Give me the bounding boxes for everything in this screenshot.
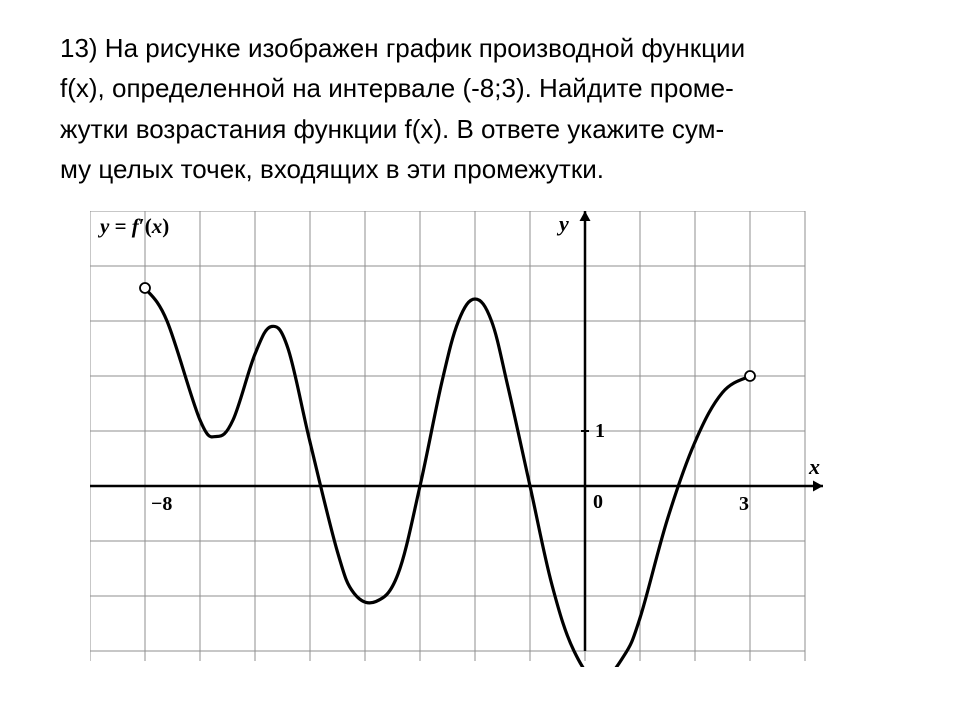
problem-line-4: му целых точек, входящих в эти промежутк… — [60, 149, 900, 189]
chart-svg: y = f′(x)yx01−83 — [90, 211, 845, 667]
derivative-chart: y = f′(x)yx01−83 — [90, 211, 900, 667]
problem-line-1: 13) На рисунке изображен график производ… — [60, 28, 900, 68]
problem-text: 13) На рисунке изображен график производ… — [60, 28, 900, 189]
svg-text:3: 3 — [739, 493, 749, 515]
svg-text:−8: −8 — [151, 493, 172, 515]
svg-text:x: x — [808, 454, 820, 479]
svg-text:y = f′(x): y = f′(x) — [97, 214, 169, 238]
problem-line-3: жутки возрастания функции f(x). В ответе… — [60, 109, 900, 149]
svg-text:1: 1 — [595, 420, 605, 442]
svg-text:0: 0 — [593, 491, 603, 513]
problem-line-2: f(x), определенной на интервале (-8;3). … — [60, 68, 900, 108]
